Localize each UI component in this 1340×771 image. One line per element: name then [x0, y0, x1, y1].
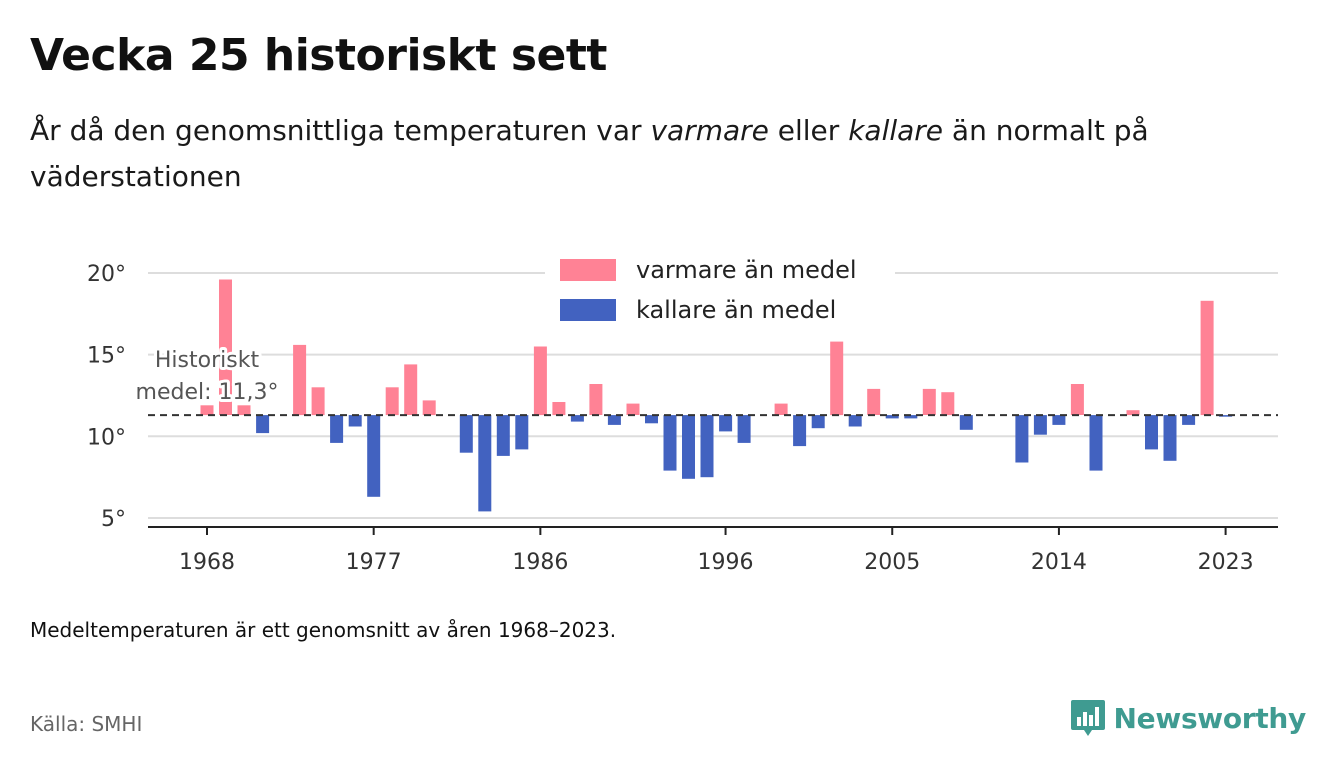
bar-2013 [1033, 415, 1047, 435]
bar-2008 [941, 392, 955, 416]
bar-2001 [811, 415, 825, 429]
subtitle-cold: kallare [848, 114, 944, 147]
y-tick-label: 5° [101, 507, 126, 532]
bar-2012 [1015, 415, 1029, 463]
bar-1982 [459, 415, 473, 453]
x-tick-label: 2005 [864, 550, 920, 575]
legend: varmare än medel kallare än medel [545, 248, 895, 332]
bar-1995 [700, 415, 714, 478]
bar-1969 [219, 279, 232, 415]
y-tick-label: 10° [87, 425, 126, 450]
bar-2014 [1052, 415, 1066, 425]
bar-1978 [385, 387, 399, 416]
bar-1991 [626, 403, 640, 415]
subtitle-part3: än normalt på väderstationen [30, 114, 1149, 193]
source-label: Källa: SMHI [30, 712, 143, 736]
legend-swatch-cold [560, 299, 616, 321]
brand-name: Newsworthy [1113, 701, 1307, 735]
x-tick-label: 1977 [346, 550, 402, 575]
bar-2023 [1219, 415, 1233, 417]
bar-1970 [237, 405, 251, 416]
x-tick-label: 2023 [1198, 550, 1254, 575]
annotation-line2: medel: 11,3° [136, 380, 279, 405]
bar-1988 [570, 415, 584, 422]
bar-1993 [663, 415, 677, 471]
bar-chart: 5° 10° 15° 20° 1968 1977 1986 1996 2005 2014 2023… [87, 248, 1278, 575]
bar-1975 [330, 415, 344, 443]
bar-2022 [1200, 300, 1214, 416]
x-tick-label: 1996 [698, 550, 754, 575]
bar-2015 [1070, 384, 1084, 415]
brand-logo: Newsworthy [1070, 698, 1306, 738]
y-tick-label: 15° [87, 344, 126, 369]
footnote: Medeltemperaturen är ett genomsnitt av å… [30, 618, 617, 642]
bar-2021 [1182, 415, 1196, 425]
y-axis: 5° 10° 15° 20° [87, 262, 126, 532]
bar-1980 [422, 400, 436, 416]
bar-1989 [589, 384, 603, 415]
bar-2003 [848, 415, 862, 427]
subtitle-part1: År då den genomsnittliga temperaturen va… [30, 114, 651, 147]
bar-1992 [645, 415, 658, 424]
bar-2000 [793, 415, 807, 447]
bar-1986 [533, 346, 547, 416]
legend-label-cold: kallare än medel [636, 296, 836, 324]
bar-1990 [607, 415, 621, 425]
bar-1968 [200, 405, 214, 416]
bar-2020 [1163, 415, 1177, 461]
bar-2005 [885, 415, 899, 419]
bar-1985 [515, 415, 529, 450]
bar-1999 [774, 403, 788, 415]
chart-title: Vecka 25 historiskt sett [30, 30, 607, 81]
annotation-line1: Historiskt [155, 348, 260, 373]
baseline-annotation: Historiskt medel: 11,3° [133, 345, 282, 408]
x-tick-label: 1986 [512, 550, 568, 575]
subtitle-part2: eller [768, 114, 849, 147]
bar-1971 [256, 415, 270, 434]
bar-1984 [496, 415, 510, 456]
bar-2004 [867, 388, 881, 415]
bar-2019 [1145, 415, 1158, 450]
bar-1987 [552, 402, 566, 416]
bar-1996 [719, 415, 733, 432]
x-tick-label: 1968 [179, 550, 235, 575]
bar-2016 [1089, 415, 1103, 471]
bar-2009 [959, 415, 973, 430]
y-tick-label: 20° [87, 262, 126, 287]
newsworthy-icon [1070, 700, 1105, 736]
bar-2018 [1126, 410, 1140, 416]
bar-1973 [293, 344, 307, 416]
bar-1974 [311, 387, 325, 416]
bars [200, 279, 1233, 512]
subtitle-warm: varmare [650, 114, 769, 147]
bar-2002 [830, 341, 844, 416]
x-tick-label: 2014 [1031, 550, 1087, 575]
bar-1979 [404, 364, 418, 415]
bar-1997 [737, 415, 751, 443]
bar-1983 [478, 415, 492, 512]
bar-1994 [682, 415, 695, 479]
bar-2006 [904, 415, 918, 419]
x-axis: 1968 1977 1986 1996 2005 2014 2023 [179, 527, 1254, 575]
legend-swatch-warm [560, 259, 616, 281]
bar-1977 [367, 415, 381, 497]
chart-subtitle: År då den genomsnittliga temperaturen va… [30, 108, 1250, 200]
legend-label-warm: varmare än medel [636, 256, 857, 284]
bar-1976 [348, 415, 362, 427]
bar-2007 [922, 388, 936, 415]
